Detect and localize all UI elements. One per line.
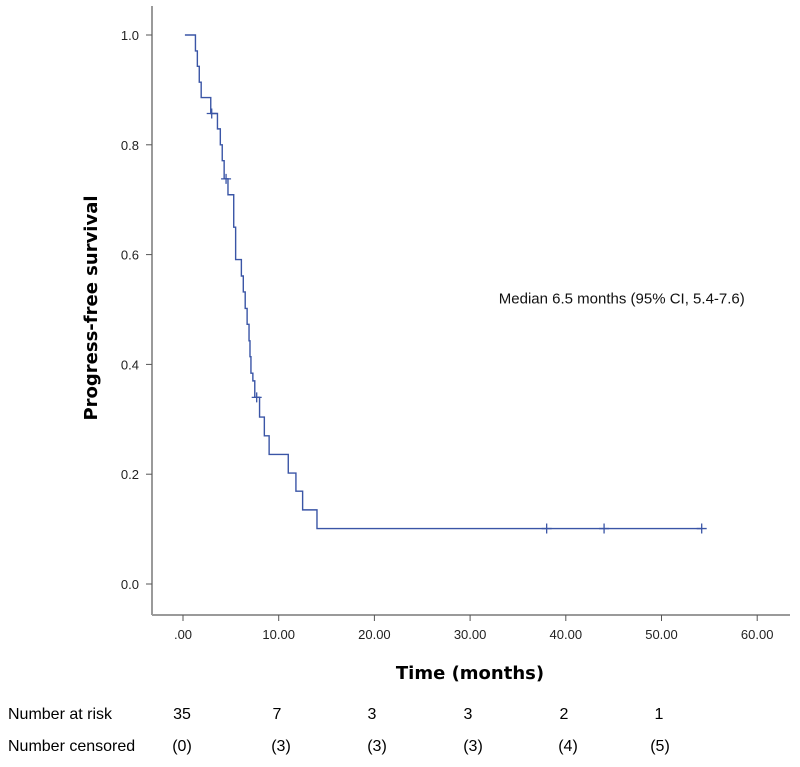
x-tick-label: 40.00	[550, 627, 583, 642]
y-tick-label: 0.4	[121, 357, 139, 372]
at-risk-value-20: 3	[367, 706, 377, 723]
median-annotation: Median 6.5 months (95% CI, 5.4-7.6)	[499, 291, 745, 308]
y-tick-label: 0.8	[121, 138, 139, 153]
x-tick-label: 60.00	[741, 627, 774, 642]
at-risk-value-30: 3	[463, 706, 473, 723]
x-tick-label: 20.00	[358, 627, 391, 642]
y-tick-label: 0.0	[121, 577, 139, 592]
censored-value-10: (3)	[271, 738, 291, 755]
censor-mark	[221, 173, 232, 184]
km-chart: 0.0 0.2 0.4 0.6 0.8 1.0 .00 10.00 20.00 30.00 40.…	[81, 6, 790, 684]
survival-curve	[184, 34, 702, 530]
x-tick-label: 50.00	[645, 627, 678, 642]
at-risk-value-40: 2	[559, 706, 569, 723]
censor-mark	[206, 108, 217, 119]
y-tick-label: 0.2	[121, 467, 139, 482]
censor-mark	[599, 523, 610, 534]
x-tick-label: 30.00	[454, 627, 487, 642]
censored-row: Number censored (0) (3) (3) (3) (4) (5)	[0, 738, 800, 762]
censored-value-20: (3)	[367, 738, 387, 755]
y-tick-label: 1.0	[121, 28, 139, 43]
censor-mark	[696, 523, 707, 534]
y-axis-title: Progress-free survival	[81, 195, 102, 420]
at-risk-row: Number at risk 35 7 3 3 2 1	[0, 706, 800, 730]
censored-value-50: (5)	[650, 738, 670, 755]
censored-value-0: (0)	[172, 738, 192, 755]
x-tick-label: .00	[174, 627, 192, 642]
at-risk-label: Number at risk	[8, 706, 113, 723]
y-tick-label: 0.6	[121, 248, 139, 263]
censor-mark	[541, 523, 552, 534]
x-tick-label: 10.00	[262, 627, 295, 642]
at-risk-value-0: 35	[173, 706, 191, 723]
censored-value-30: (3)	[463, 738, 483, 755]
at-risk-value-10: 7	[272, 706, 282, 723]
x-axis-title: Time (months)	[396, 663, 544, 684]
risk-table: Number at risk 35 7 3 3 2 1 Number censo…	[0, 700, 800, 767]
at-risk-value-50: 1	[654, 706, 664, 723]
censored-value-40: (4)	[558, 738, 578, 755]
censored-label: Number censored	[8, 738, 136, 755]
censor-mark	[251, 392, 262, 403]
